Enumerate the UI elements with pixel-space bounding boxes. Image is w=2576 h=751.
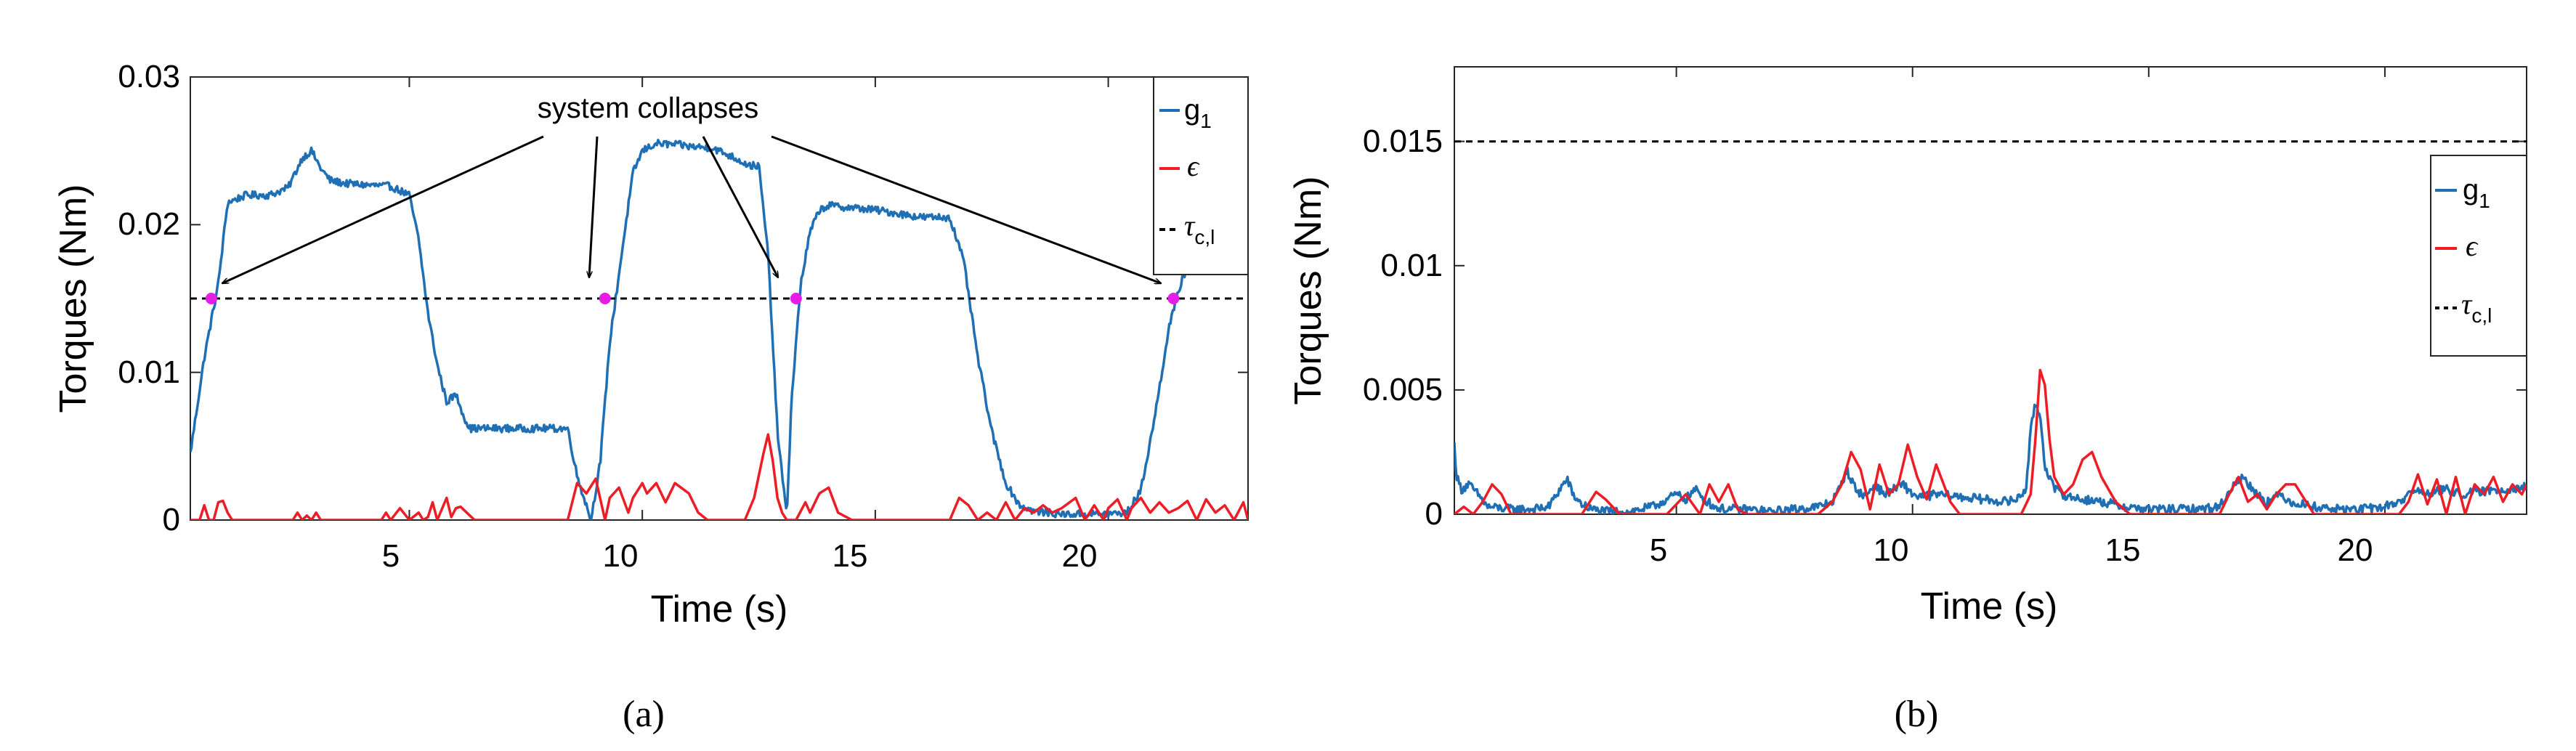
- y-tick-labels-a: 0 0.01 0.02 0.03: [118, 59, 180, 537]
- series-line-g1-a: [190, 139, 1248, 520]
- x-tick-label-b-20: 20: [2338, 532, 2373, 568]
- y-tick-labels-b: 0 0.005 0.01 0.015: [1363, 123, 1443, 532]
- series-line-eps-a: [190, 433, 1248, 520]
- panel-b: g1 ϵ τc,l 0 0.005 0.01 0.015 5 10 15 20 …: [1287, 66, 2527, 735]
- y-tick-label-b-2: 0.01: [1380, 248, 1443, 283]
- x-axis-label-b: Time (s): [1921, 585, 2058, 628]
- y-tick-label-a-1: 0.01: [118, 354, 180, 390]
- x-tick-labels-b: 5 10 15 20: [1650, 532, 2373, 568]
- collapse-point: [205, 293, 217, 304]
- plot-frame-b: [1454, 66, 2527, 515]
- caption-a: (a): [623, 694, 665, 735]
- x-axis-label-a: Time (s): [651, 588, 788, 630]
- y-tick-label-a-3: 0.03: [118, 59, 180, 94]
- x-tick-label-b-5: 5: [1650, 532, 1667, 568]
- series-line-g1-b: [1454, 403, 2527, 514]
- collapse-markers: [205, 293, 1180, 304]
- legend-label-tau-a: τc,l: [1184, 209, 1215, 248]
- arrow-2: [589, 136, 599, 277]
- y-axis-label-a: Torques (Nm): [52, 184, 94, 413]
- y-tick-label-a-0: 0: [163, 502, 180, 537]
- x-tick-label-a-10: 10: [603, 538, 639, 574]
- legend-label-g1-b: g1: [2463, 174, 2490, 212]
- y-tick-label-b-0: 0: [1425, 496, 1443, 532]
- caption-b: (b): [1895, 694, 1939, 735]
- collapse-point: [599, 293, 611, 304]
- y-tick-label-a-2: 0.02: [118, 206, 180, 242]
- x-tick-label-b-10: 10: [1874, 532, 1909, 568]
- arrow-4: [771, 135, 1161, 285]
- legend-label-eps-b: ϵ: [2466, 230, 2479, 262]
- tick-marks-b: [1454, 67, 2527, 515]
- panel-a: system collapses g1 ϵ τc,l 0 0.01 0.02 0…: [52, 59, 1249, 735]
- x-tick-labels-a: 5 10 15 20: [382, 538, 1098, 574]
- annotation-arrows: [222, 135, 1161, 285]
- legend-label-g1-a: g1: [1184, 94, 1212, 132]
- y-tick-label-b-1: 0.005: [1363, 372, 1443, 407]
- arrow-3: [702, 136, 778, 277]
- x-tick-label-a-20: 20: [1062, 538, 1098, 574]
- x-tick-label-b-15: 15: [2105, 532, 2141, 568]
- x-tick-label-a-5: 5: [382, 538, 400, 574]
- legend-a: g1 ϵ τc,l: [1153, 76, 1249, 275]
- legend-label-eps-a: ϵ: [1187, 150, 1200, 182]
- y-tick-label-b-3: 0.015: [1363, 123, 1443, 159]
- collapse-point: [790, 293, 802, 304]
- legend-label-tau-b: τc,l: [2461, 288, 2492, 327]
- legend-b: g1 ϵ τc,l: [2430, 155, 2527, 357]
- series-line-eps-b: [1454, 368, 2527, 514]
- series-group-b: [1454, 140, 2527, 514]
- collapse-point: [1167, 293, 1180, 304]
- y-axis-label-b: Torques (Nm): [1287, 176, 1329, 405]
- series-group-a: [190, 139, 1248, 520]
- arrow-1: [222, 135, 544, 285]
- x-tick-label-a-15: 15: [833, 538, 868, 574]
- annotation-system-collapses: system collapses: [538, 92, 759, 124]
